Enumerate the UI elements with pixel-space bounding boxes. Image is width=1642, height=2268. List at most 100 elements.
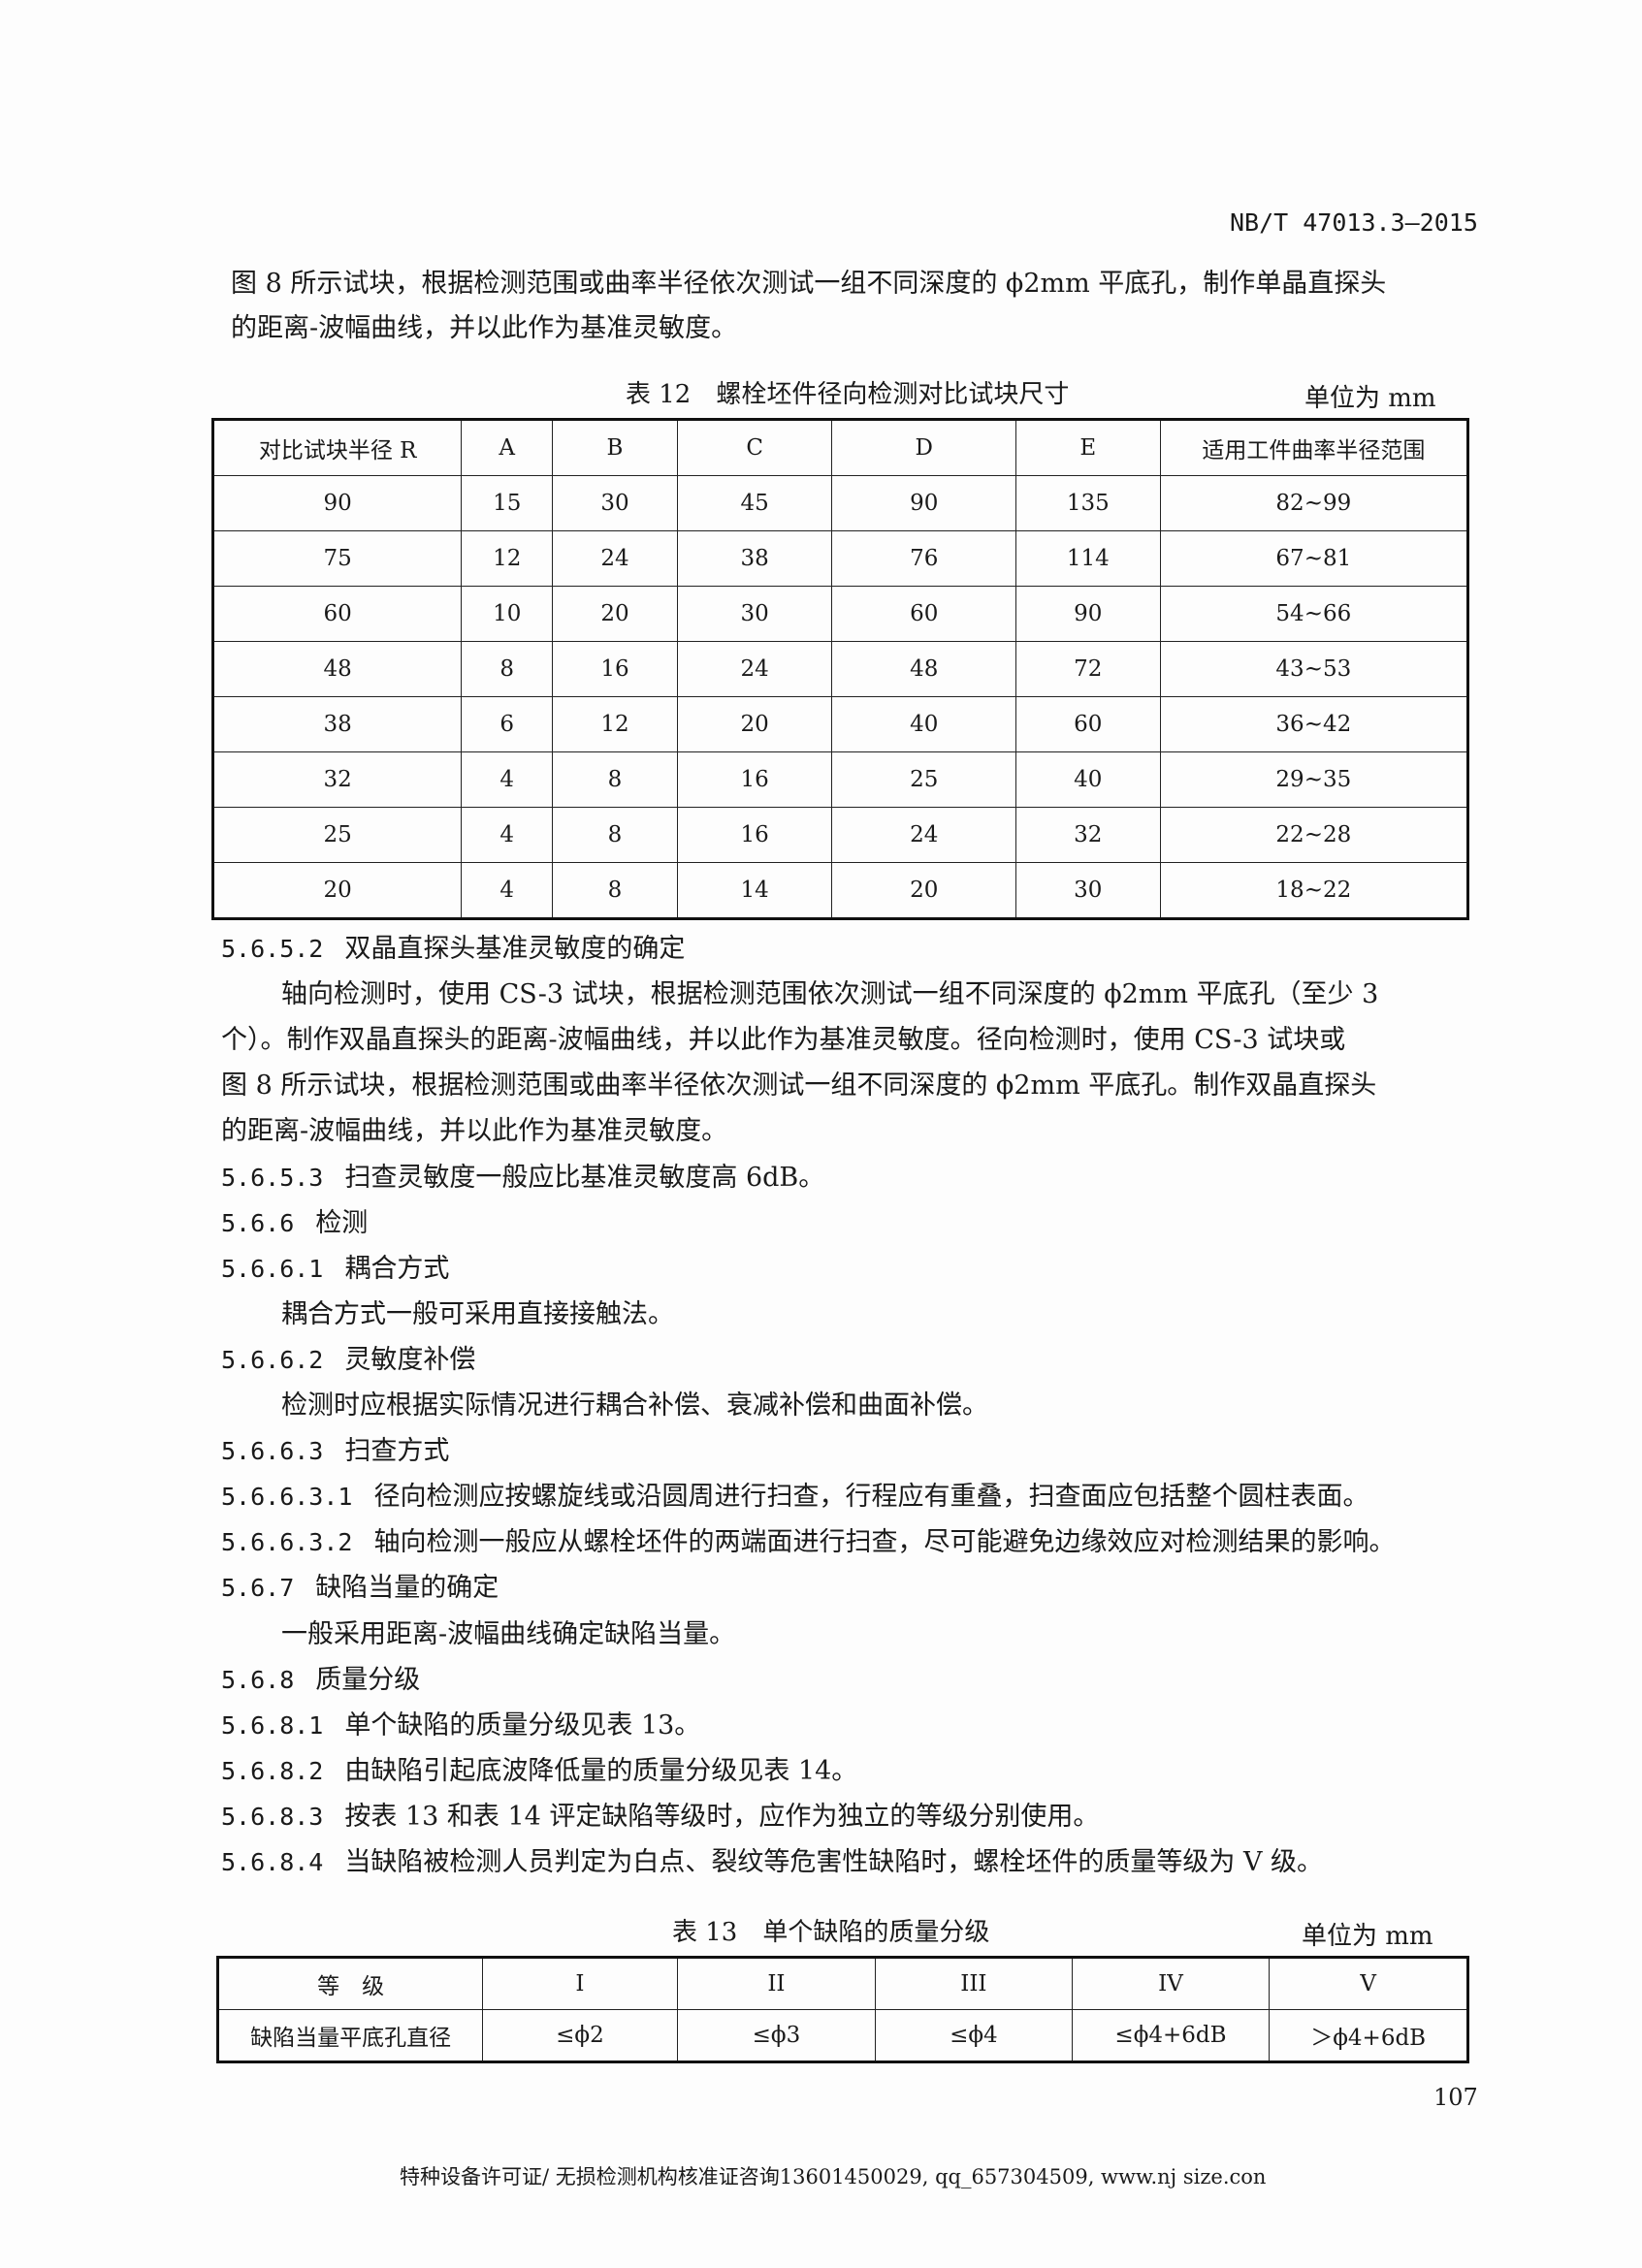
table-cell: B: [552, 419, 678, 476]
table-cell: 对比试块半径 R: [211, 419, 463, 476]
table-header-row: 对比试块半径 R A B C D E 适用工件曲率半径范围: [211, 419, 1469, 476]
table-cell: 12: [461, 530, 554, 587]
table-row: 90 15 30 45 90 135 82~99: [211, 475, 1469, 531]
section-text: 单个缺陷的质量分级见表 13。: [344, 1709, 701, 1741]
section-text: 质量分级: [315, 1664, 421, 1695]
table-row: 25 4 8 16 24 32 22~28: [211, 807, 1469, 863]
section-text: 径向检测应按螺旋线或沿圆周进行扫查，行程应有重叠，扫查面应包括整个圆柱表面。: [373, 1482, 1369, 1513]
section-text: 检测: [315, 1207, 369, 1238]
table-cell: 8: [552, 807, 678, 863]
body-line: 5.6.5.2 双晶直探头基准灵敏度的确定: [221, 933, 685, 966]
section-number: 5.6.6: [221, 1208, 295, 1237]
table-cell: 72: [1014, 641, 1161, 697]
table-row: 20 4 8 14 20 30 18~22: [211, 862, 1469, 919]
table-cell: 缺陷当量平底孔直径: [216, 2009, 484, 2062]
section-text: 灵敏度补偿: [344, 1344, 476, 1375]
section-text: 一般采用距离-波幅曲线确定缺陷当量。: [281, 1618, 736, 1649]
table-cell: 25: [831, 751, 1016, 808]
section-number: 5.6.6.3.1: [221, 1483, 353, 1512]
table-cell: 8: [552, 751, 678, 808]
table-cell: 4: [461, 751, 554, 808]
section-number: 5.6.8.3: [221, 1802, 324, 1831]
table-cell: 43~53: [1159, 641, 1469, 697]
table-cell: 14: [676, 862, 833, 919]
table-cell: 10: [461, 586, 554, 642]
section-number: 5.6.6.2: [221, 1345, 324, 1374]
table-cell: 12: [552, 696, 678, 752]
table-cell: 54~66: [1159, 586, 1469, 642]
table-cell: E: [1014, 419, 1161, 476]
section-text: 按表 13 和表 14 评定缺陷等级时，应作为独立的等级分别使用。: [344, 1801, 1100, 1832]
standard-code: NB/T 47013.3—2015: [1230, 208, 1478, 237]
table-cell: 等 级: [216, 1957, 484, 2010]
table-cell: ≤ϕ4: [875, 2009, 1073, 2062]
table-cell: 24: [676, 641, 833, 697]
section-text: 由缺陷引起底波降低量的质量分级见表 14。: [344, 1755, 858, 1786]
table-cell: ≤ϕ2: [482, 2009, 678, 2062]
section-text: 当缺陷被检测人员判定为白点、裂纹等危害性缺陷时，螺栓坯件的质量等级为 V 级。: [344, 1847, 1324, 1877]
body-line: 5.6.8.2 由缺陷引起底波降低量的质量分级见表 14。: [221, 1755, 857, 1788]
section-text: 扫查灵敏度一般应比基准灵敏度高 6dB。: [344, 1162, 825, 1193]
section-number: 5.6.8.2: [221, 1756, 324, 1785]
body-line: 5.6.6.2 灵敏度补偿: [221, 1344, 475, 1377]
table-cell: 30: [552, 475, 678, 531]
section-number: 5.6.5.2: [221, 935, 324, 963]
table-cell: 75: [211, 530, 463, 587]
section-number: 5.6.8: [221, 1665, 295, 1694]
table-cell: 18~22: [1159, 862, 1469, 919]
table-cell: 48: [211, 641, 463, 697]
table-row: 32 4 8 16 25 40 29~35: [211, 751, 1469, 808]
table-cell: 4: [461, 807, 554, 863]
table-row: 75 12 24 38 76 114 67~81: [211, 530, 1469, 587]
body-line: 一般采用距离-波幅曲线确定缺陷当量。: [281, 1618, 735, 1651]
table13-unit: 单位为 mm: [1302, 1922, 1433, 1951]
section-text: 轴向检测时，使用 CS-3 试块，根据检测范围依次测试一组不同深度的 ϕ2mm …: [281, 979, 1379, 1010]
section-text: 轴向检测一般应从螺栓坯件的两端面进行扫查，尽可能避免边缘效应对检测结果的影响。: [373, 1527, 1396, 1558]
intro-line: 的距离-波幅曲线，并以此作为基准灵敏度。: [231, 313, 738, 343]
table-cell: 16: [676, 751, 833, 808]
body-line: 5.6.6.3 扫查方式: [221, 1435, 449, 1468]
section-number: 5.6.6.1: [221, 1254, 324, 1283]
body-line: 5.6.5.3 扫查灵敏度一般应比基准灵敏度高 6dB。: [221, 1162, 824, 1195]
table-cell: IV: [1071, 1957, 1271, 2010]
table13: 等 级 I II III IV V 缺陷当量平底孔直径 ≤ϕ2 ≤ϕ3 ≤ϕ4 ≤ϕ4+6dB ＞ϕ4…: [216, 1956, 1469, 2063]
table-cell: 60: [831, 586, 1016, 642]
table-cell: 20: [211, 862, 463, 919]
table-row: 38 6 12 20 40 60 36~42: [211, 696, 1469, 752]
table-cell: 15: [461, 475, 554, 531]
table-cell: 82~99: [1159, 475, 1469, 531]
table-cell: 8: [461, 641, 554, 697]
table-cell: 90: [211, 475, 463, 531]
table-cell: 48: [831, 641, 1016, 697]
table12-unit: 单位为 mm: [1304, 384, 1436, 413]
body-line: 轴向检测时，使用 CS-3 试块，根据检测范围依次测试一组不同深度的 ϕ2mm …: [281, 978, 1378, 1011]
table-cell: 38: [211, 696, 463, 752]
section-number: 5.6.6.3: [221, 1437, 324, 1466]
table-row: 缺陷当量平底孔直径 ≤ϕ2 ≤ϕ3 ≤ϕ4 ≤ϕ4+6dB ＞ϕ4+6dB: [216, 2009, 1468, 2062]
body-line: 检测时应根据实际情况进行耦合补偿、衰减补偿和曲面补偿。: [281, 1390, 988, 1422]
table-cell: ≤ϕ4+6dB: [1071, 2009, 1271, 2062]
table-cell: 24: [552, 530, 678, 587]
body-line: 5.6.8.4 当缺陷被检测人员判定为白点、裂纹等危害性缺陷时，螺栓坯件的质量等级…: [221, 1846, 1323, 1879]
section-text: 缺陷当量的确定: [315, 1573, 499, 1604]
body-line: 5.6.6.3.1 径向检测应按螺旋线或沿圆周进行扫查，行程应有重叠，扫查面应包括…: [221, 1481, 1368, 1514]
body-line: 5.6.7 缺陷当量的确定: [221, 1572, 499, 1605]
table-row: 48 8 16 24 48 72 43~53: [211, 641, 1469, 697]
table-cell: 90: [1014, 586, 1161, 642]
table13-caption: 表 13 单个缺陷的质量分级: [672, 1918, 990, 1947]
section-text: 图 8 所示试块，根据检测范围或曲率半径依次测试一组不同深度的 ϕ2mm 平底孔…: [221, 1070, 1377, 1102]
footer-note: 特种设备许可证/ 无损检测机构核准证咨询13601450029, qq_6573…: [400, 2165, 1267, 2188]
table-cell: 29~35: [1159, 751, 1469, 808]
table-cell: 25: [211, 807, 463, 863]
section-number: 5.6.8.4: [221, 1848, 324, 1876]
section-number: 5.6.6.3.2: [221, 1528, 353, 1557]
table-cell: ≤ϕ3: [676, 2009, 877, 2062]
table-cell: 24: [831, 807, 1016, 863]
table-cell: V: [1269, 1957, 1468, 2010]
section-text: 的距离-波幅曲线，并以此作为基准灵敏度。: [221, 1116, 728, 1147]
table-cell: 36~42: [1159, 696, 1469, 752]
table-cell: 40: [1014, 751, 1161, 808]
table-cell: 60: [1014, 696, 1161, 752]
table-cell: 22~28: [1159, 807, 1469, 863]
